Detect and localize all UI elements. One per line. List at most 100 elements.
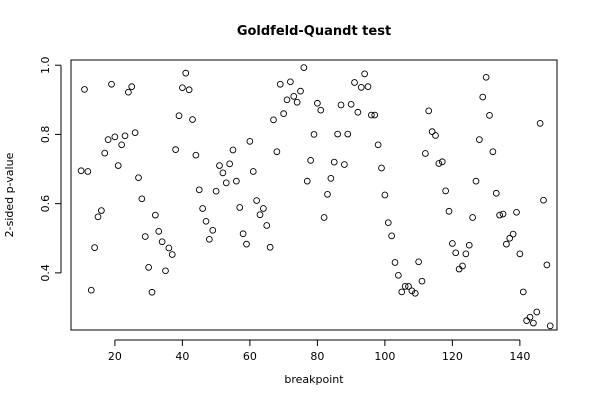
x-tick-label: 40 — [175, 350, 189, 363]
data-point — [270, 116, 277, 124]
data-point — [189, 116, 196, 123]
data-point — [374, 141, 382, 149]
data-point — [155, 227, 163, 235]
data-point — [327, 175, 335, 182]
data-point — [175, 112, 183, 120]
data-point — [388, 232, 395, 240]
data-point — [368, 111, 375, 119]
data-point — [486, 112, 493, 119]
data-point — [496, 211, 503, 219]
data-point — [462, 250, 470, 258]
data-point — [418, 277, 426, 285]
data-point — [479, 93, 487, 101]
data-point — [435, 160, 443, 167]
data-point — [482, 73, 490, 81]
data-point — [455, 265, 463, 273]
data-point — [148, 288, 156, 296]
data-point — [310, 131, 318, 138]
data-point — [280, 110, 287, 118]
data-point — [391, 259, 399, 266]
data-point — [344, 130, 352, 138]
data-point — [492, 189, 500, 197]
data-point — [172, 146, 179, 154]
x-axis: 20 40 60 80 100 120 140 — [108, 339, 530, 363]
data-point — [91, 244, 98, 251]
data-point — [131, 129, 139, 137]
data-point — [378, 164, 385, 172]
data-point — [283, 96, 291, 104]
data-point — [121, 132, 129, 140]
data-point — [192, 151, 200, 159]
data-point — [162, 267, 169, 275]
data-point — [533, 308, 541, 316]
data-point — [351, 79, 358, 86]
data-point — [104, 136, 112, 143]
data-point — [182, 69, 190, 77]
data-point — [395, 271, 402, 279]
data-point — [503, 240, 510, 248]
data-point — [341, 161, 348, 168]
data-point — [202, 217, 210, 225]
data-point — [425, 107, 433, 115]
data-point — [260, 205, 267, 212]
data-point — [398, 288, 406, 296]
x-tick-label: 20 — [108, 350, 122, 363]
data-point — [209, 226, 217, 234]
x-axis-label: breakpoint — [284, 373, 344, 386]
data-point — [516, 250, 524, 258]
data-point — [469, 214, 476, 221]
data-point — [77, 167, 85, 175]
data-point — [459, 262, 466, 270]
data-point — [216, 162, 223, 169]
data-point — [357, 83, 365, 91]
data-point — [246, 137, 254, 145]
data-point — [266, 243, 274, 251]
data-point — [219, 169, 227, 177]
data-point — [212, 187, 220, 195]
x-tick-label: 100 — [374, 350, 395, 363]
data-point — [523, 317, 530, 325]
data-point — [320, 214, 328, 221]
data-point — [307, 157, 314, 164]
data-point — [401, 283, 409, 290]
x-tick-label: 80 — [310, 350, 324, 363]
data-point — [337, 101, 345, 109]
data-point — [324, 190, 331, 198]
data-point — [354, 108, 362, 116]
data-point — [229, 146, 237, 154]
data-point — [256, 211, 264, 219]
data-point — [138, 195, 146, 203]
x-tick-label: 60 — [243, 350, 257, 363]
data-point — [543, 261, 551, 269]
data-point — [236, 204, 244, 211]
data-point — [438, 158, 446, 166]
y-axis: 0.4 0.6 0.8 1.0 — [39, 56, 62, 282]
data-point — [513, 208, 520, 216]
data-point — [415, 258, 422, 266]
data-point — [206, 235, 213, 243]
data-point — [371, 111, 379, 119]
data-point — [165, 244, 173, 252]
data-point — [239, 230, 247, 238]
data-point — [303, 177, 311, 185]
data-point — [334, 130, 341, 138]
data-point — [536, 119, 544, 127]
data-point — [384, 219, 392, 227]
data-point — [263, 222, 271, 229]
data-points — [77, 64, 554, 330]
data-point — [317, 106, 325, 114]
data-point — [222, 179, 230, 187]
data-point — [297, 87, 304, 95]
data-point — [442, 187, 449, 195]
data-point — [546, 322, 554, 330]
chart-title: Goldfeld-Quandt test — [237, 24, 391, 39]
data-point — [141, 233, 149, 240]
data-point — [361, 70, 368, 78]
data-point — [226, 160, 233, 168]
data-point — [158, 238, 166, 246]
data-point — [87, 286, 95, 294]
data-point — [519, 288, 527, 296]
y-tick-label: 1.0 — [39, 56, 52, 74]
data-point — [472, 177, 480, 185]
